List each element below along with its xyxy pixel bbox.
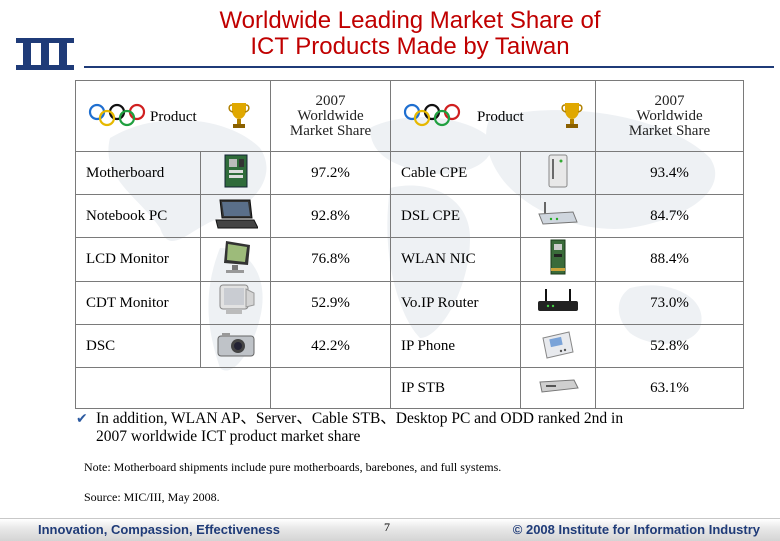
ip-phone-icon (520, 324, 596, 368)
share-value-right: 84.7% (595, 194, 744, 238)
header-product-left: Product (75, 80, 271, 152)
set-top-box-icon (520, 367, 596, 409)
table-row: Notebook PC 92.8% DSL CPE 84.7% (75, 194, 744, 238)
share-value-right: 73.0% (595, 281, 744, 325)
footer-copyright: © 2008 Institute for Information Industr… (512, 522, 760, 537)
voip-router-icon (520, 281, 596, 325)
product-name-left: LCD Monitor (75, 237, 201, 282)
share-value-left: 76.8% (270, 237, 391, 282)
product-name-right: IP STB (390, 367, 521, 409)
motherboard-icon (200, 151, 271, 195)
header-share-metric: Market Share (289, 122, 372, 139)
bullet-line-1: In addition, WLAN AP、Server、Cable STB、De… (96, 410, 624, 427)
slide-title: Worldwide Leading Market Share of ICT Pr… (110, 8, 710, 60)
header-share-scope: Worldwide (297, 107, 364, 124)
product-name-right: Vo.IP Router (390, 281, 521, 325)
product-name-right: Cable CPE (390, 151, 521, 195)
header-rule (84, 66, 774, 68)
product-name-left: Notebook PC (75, 194, 201, 238)
digital-camera-icon (200, 324, 271, 368)
header-product-label: Product (477, 109, 524, 125)
table-header-row: Product 2007 Worldwide Market Share (75, 80, 744, 152)
share-value-left: 97.2% (270, 151, 391, 195)
page-number: 7 (384, 520, 390, 534)
table-row: IP STB 63.1% (75, 367, 744, 409)
trophy-icon (228, 103, 250, 128)
bullet-line-2: 2007 worldwide ICT product market share (96, 428, 361, 445)
share-value-right: 63.1% (595, 367, 744, 409)
dsl-router-icon (520, 194, 596, 238)
notebook-icon (200, 194, 271, 238)
olympic-rings-icon (403, 103, 461, 127)
cable-modem-icon (520, 151, 596, 195)
trophy-icon (561, 103, 583, 128)
product-name-left: DSC (75, 324, 201, 368)
checkmark-bullet-icon: ✔ (76, 411, 88, 427)
slide-title-line-2: ICT Products Made by Taiwan (250, 33, 570, 60)
share-value-right: 93.4% (595, 151, 744, 195)
table-row: Motherboard 97.2% Cable CPE 93.4% (75, 151, 744, 195)
share-value-right: 88.4% (595, 237, 744, 282)
empty-share-cell (270, 367, 391, 409)
share-value-right: 52.8% (595, 324, 744, 368)
slide-title-line-1: Worldwide Leading Market Share of (219, 7, 601, 34)
header-share-year: 2007 (654, 92, 685, 109)
empty-cell (75, 367, 271, 409)
share-value-left: 92.8% (270, 194, 391, 238)
market-share-table: Product 2007 Worldwide Market Share (75, 80, 744, 409)
slide-footer: Innovation, Compassion, Effectiveness 7 … (0, 518, 780, 541)
product-name-left: CDT Monitor (75, 281, 201, 325)
header-share-year: 2007 (315, 92, 346, 109)
wlan-card-icon (520, 237, 596, 282)
product-name-right: DSL CPE (390, 194, 521, 238)
additional-info-bullet: ✔ In addition, WLAN AP、Server、Cable STB、… (76, 410, 728, 446)
table-row: LCD Monitor 76.8% WLAN NIC 88.4% (75, 237, 744, 282)
olympic-rings-icon (88, 103, 146, 127)
header-product-label: Product (150, 109, 197, 125)
header-share-left: 2007 Worldwide Market Share (270, 80, 391, 152)
header-share-metric: Market Share (628, 122, 711, 139)
lcd-monitor-icon (200, 237, 271, 282)
share-value-left: 52.9% (270, 281, 391, 325)
share-value-left: 42.2% (270, 324, 391, 368)
product-name-left: Motherboard (75, 151, 201, 195)
source-citation: Source: MIC/III, May 2008. (84, 490, 220, 504)
footer-slogan: Innovation, Compassion, Effectiveness (38, 522, 280, 537)
product-name-right: IP Phone (390, 324, 521, 368)
header-share-right: 2007 Worldwide Market Share (595, 80, 744, 152)
table-row: DSC 42.2% IP Phone 52.8% (75, 324, 744, 368)
header-share-scope: Worldwide (636, 107, 703, 124)
iii-logo-icon (16, 38, 74, 70)
header-product-right: Product (390, 80, 596, 152)
product-name-right: WLAN NIC (390, 237, 521, 282)
footnote: Note: Motherboard shipments include pure… (84, 460, 502, 474)
crt-monitor-icon (200, 281, 271, 325)
table-row: CDT Monitor 52.9% Vo.IP Router 73.0% (75, 281, 744, 325)
